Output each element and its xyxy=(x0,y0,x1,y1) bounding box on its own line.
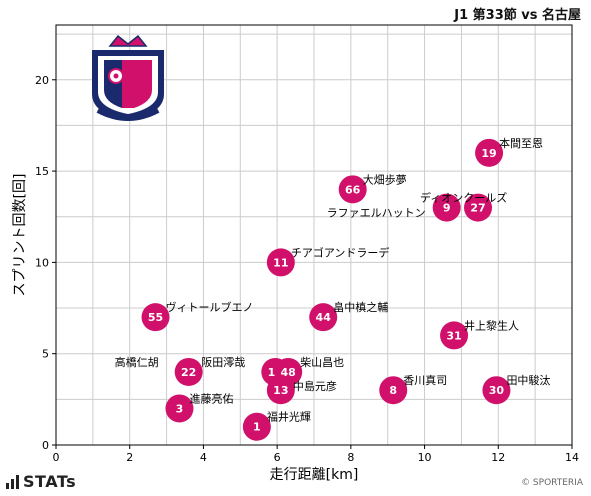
x-tick-label: 4 xyxy=(200,451,207,464)
point-marker xyxy=(440,321,469,350)
point-marker xyxy=(432,193,461,222)
point-number: 19 xyxy=(481,147,496,160)
data-point: 22 高橋仁胡 xyxy=(115,355,203,386)
data-point: 9 ラファエルハットン xyxy=(327,193,461,222)
point-label: 香川真司 xyxy=(403,373,447,387)
point-label: 井上黎生人 xyxy=(464,318,519,332)
x-tick-label: 8 xyxy=(347,451,354,464)
x-tick-label: 10 xyxy=(418,451,432,464)
x-tick-label: 0 xyxy=(53,451,60,464)
y-tick-label: 5 xyxy=(42,348,49,361)
point-marker xyxy=(464,193,493,222)
brand-text: STATs xyxy=(23,472,77,491)
point-number: 9 xyxy=(443,202,451,215)
point-label: 中島元彦 xyxy=(293,379,337,393)
club-emblem xyxy=(92,34,164,121)
x-tick-label: 14 xyxy=(565,451,579,464)
data-point: 1 福井光輝 xyxy=(242,410,311,441)
point-marker xyxy=(338,175,367,204)
point-label: 高橋仁胡 xyxy=(115,355,159,369)
point-number: 3 xyxy=(176,402,184,415)
point-marker xyxy=(165,394,194,423)
point-marker xyxy=(266,248,295,277)
point-number: 48 xyxy=(281,366,296,379)
point-label: 福井光輝 xyxy=(267,410,311,424)
plot-frame xyxy=(55,24,573,446)
point-label: 田中駿汰 xyxy=(506,373,550,387)
point-number: 11 xyxy=(273,256,288,269)
point-number: 44 xyxy=(316,311,332,324)
stats-brand: STATs xyxy=(6,472,76,491)
credit-text: © SPORTERIA xyxy=(521,478,583,488)
y-tick-label: 0 xyxy=(42,439,49,452)
data-point: 8 香川真司 xyxy=(379,373,447,405)
point-number: 27 xyxy=(470,202,485,215)
point-label: 柴山昌也 xyxy=(300,355,344,369)
point-label: ラファエルハットン xyxy=(327,207,426,220)
x-axis-label: 走行距離[km] xyxy=(270,466,359,483)
point-marker xyxy=(309,303,338,332)
point-number: 30 xyxy=(489,384,505,397)
data-point: 13 中島元彦 xyxy=(266,376,337,405)
point-label: 大畑歩夢 xyxy=(363,172,407,186)
point-marker xyxy=(379,376,408,405)
point-number: 13 xyxy=(273,384,288,397)
y-tick-label: 20 xyxy=(35,74,49,87)
point-label: 阪田澪哉 xyxy=(201,355,245,369)
point-number: 31 xyxy=(446,329,461,342)
point-label: 畠中槙之輔 xyxy=(333,300,388,314)
y-tick-label: 15 xyxy=(35,165,49,178)
point-marker xyxy=(475,138,504,167)
point-marker xyxy=(242,412,271,441)
y-axis-label: スプリント回数[回] xyxy=(12,174,28,297)
point-label: 本間至恩 xyxy=(499,136,543,150)
point-label: 進藤亮佑 xyxy=(189,391,233,405)
point-marker xyxy=(266,376,295,405)
point-marker xyxy=(141,303,170,332)
point-label: ヴィトールブエノ xyxy=(166,300,254,314)
match-title: J1 第33節 vs 名古屋 xyxy=(454,8,581,23)
point-number: 8 xyxy=(389,384,397,397)
point-number: 66 xyxy=(345,183,361,196)
x-tick-label: 2 xyxy=(126,451,133,464)
axes: 0 2 4 6 8 10 12 14 0 5 10 15 20 走行距離[km] スプリント回数[回] xyxy=(12,24,579,483)
point-marker xyxy=(482,376,511,405)
y-tick-label: 10 xyxy=(35,256,49,269)
point-label: ディオンクールズ xyxy=(420,191,507,205)
point-marker xyxy=(174,357,203,386)
point-number: 22 xyxy=(181,366,196,379)
point-label: チアゴアンドラーデ xyxy=(291,245,390,259)
data-point: 3 進藤亮佑 xyxy=(165,391,233,423)
x-tick-label: 12 xyxy=(491,451,505,464)
point-number: 55 xyxy=(148,311,163,324)
point-number: 1 xyxy=(253,421,261,434)
x-tick-label: 6 xyxy=(274,451,281,464)
bar-logo-icon xyxy=(6,474,19,489)
